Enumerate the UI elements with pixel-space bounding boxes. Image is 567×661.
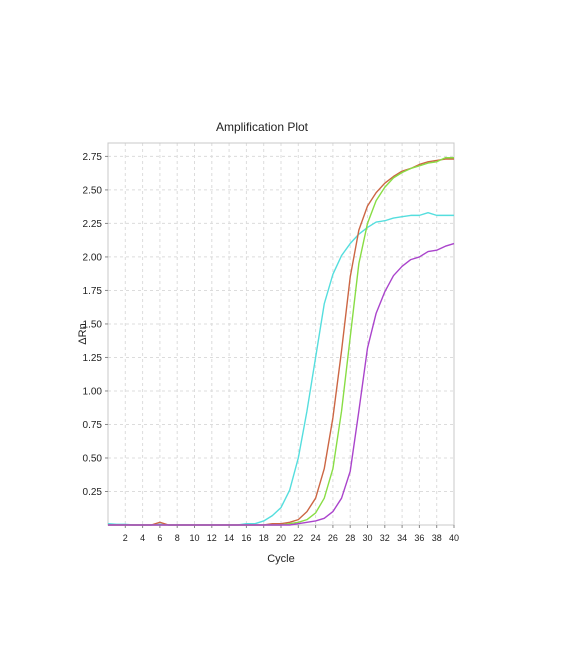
x-tick-label: 16 [241,533,251,543]
y-axis-label: ΔRn [77,323,89,344]
x-tick-label: 20 [276,533,286,543]
x-tick-label: 10 [189,533,199,543]
y-tick-label: 0.50 [83,453,103,464]
y-tick-label: 2.00 [83,252,103,263]
x-tick-label: 40 [449,533,459,543]
x-tick-label: 8 [175,533,180,543]
series-lines [107,157,455,526]
y-tick-label: 1.25 [83,353,103,364]
y-tick-label: 0.25 [83,487,103,498]
y-tick-label: 2.50 [83,185,103,196]
grid-lines [108,143,454,525]
x-axis-label: Cycle [267,553,295,565]
series-line-4 [108,242,455,526]
y-tick-label: 2.25 [83,219,103,230]
y-tick-label: 1.00 [83,386,103,397]
x-tick-label: 18 [259,533,269,543]
x-tick-label: 34 [397,533,407,543]
x-tick-label: 6 [157,533,162,543]
y-tick-label: 2.75 [83,152,103,163]
x-tick-label: 4 [140,533,145,543]
x-tick-label: 12 [207,533,217,543]
chart-title: Amplification Plot [216,120,309,134]
y-tick-label: 0.75 [83,420,103,431]
x-tick-label: 2 [123,533,128,543]
x-tick-label: 24 [311,533,321,543]
x-tick-label: 30 [362,533,372,543]
x-tick-label: 14 [224,533,234,543]
x-tick-label: 38 [432,533,442,543]
axis-ticks: 2 4 6 8 10 12 14 16 18 20 22 24 26 28 30 32 34 36 38 400.25… [83,152,459,543]
series-line-2 [108,158,454,526]
x-tick-label: 22 [293,533,303,543]
y-tick-label: 1.75 [83,286,103,297]
x-tick-label: 36 [414,533,424,543]
x-tick-label: 28 [345,533,355,543]
x-tick-label: 26 [328,533,338,543]
x-tick-label: 32 [380,533,390,543]
y-tick-label: 1.50 [83,319,103,330]
